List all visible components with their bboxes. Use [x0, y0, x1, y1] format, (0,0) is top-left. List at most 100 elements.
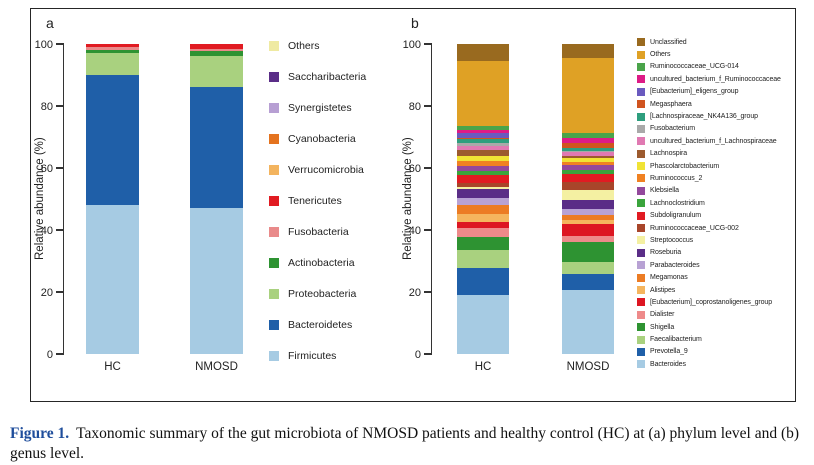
bar-segment — [562, 58, 614, 133]
y-tick-mark — [424, 167, 432, 169]
legend-label: Bacteroides — [650, 360, 686, 368]
legend-label: Tenericutes — [288, 194, 342, 207]
legend-color-chip — [637, 335, 645, 344]
bar-segment — [562, 142, 614, 144]
legend-item: Phascolarctobacterium — [637, 160, 781, 172]
legend-label: Roseburia — [650, 249, 682, 257]
bar-segment — [457, 130, 509, 134]
stacked-bar-nmosd — [190, 44, 243, 354]
legend-item: uncultured_bacterium_f_Lachnospiraceae — [637, 135, 781, 147]
legend-item: [Eubacterium]_coprostanoligenes_group — [637, 296, 781, 308]
bar-segment — [457, 44, 509, 62]
bar-segment — [457, 198, 509, 205]
legend-color-chip — [637, 286, 645, 294]
legend-color-chip — [269, 164, 279, 175]
figure-caption: Figure 1. Taxonomic summary of the gut mi… — [10, 424, 806, 465]
bar-segment — [562, 190, 614, 201]
bar-segment — [457, 249, 509, 269]
legend-label: Unclassified — [650, 38, 687, 46]
stacked-bar-hc — [457, 44, 509, 354]
legend-label: Firmicutes — [288, 349, 337, 362]
legend-item: Synergistetes — [269, 92, 366, 123]
y-tick-label: 60 — [408, 163, 421, 175]
y-tick-label: 100 — [34, 39, 53, 51]
legend-color-chip — [637, 360, 645, 369]
bar-segment — [86, 44, 139, 47]
bar-segment — [562, 209, 614, 215]
legend-color-chip — [637, 236, 645, 245]
legend-color-chip — [637, 199, 645, 208]
category-label-hc: HC — [104, 361, 121, 373]
bar-segment — [562, 274, 614, 291]
legend-color-chip — [269, 288, 279, 299]
bar-segment — [457, 237, 509, 250]
bar-segment — [562, 241, 614, 262]
legend-item: Bacteroides — [637, 358, 781, 370]
genus-chart-y-axis-label: Relative abundance (%) — [402, 137, 414, 261]
y-tick-label: 40 — [40, 225, 53, 237]
phylum-stacked-bar-chart: 0 20 40 60 80 100 HC NMOSD — [35, 39, 264, 373]
bar-segment — [457, 227, 509, 238]
y-tick-label: 0 — [414, 349, 421, 361]
y-tick-mark — [56, 105, 64, 107]
y-tick-mark — [56, 229, 64, 231]
legend-label: Lachnoclostridium — [650, 199, 705, 207]
y-tick-mark — [424, 229, 432, 231]
phylum-chart-y-axis-label: Relative abundance (%) — [34, 137, 46, 261]
bar-segment — [457, 221, 509, 228]
y-tick-label: 0 — [46, 349, 53, 361]
bar-segment — [190, 50, 243, 57]
bar-segment — [562, 157, 614, 162]
legend-color-chip — [637, 149, 645, 158]
bar-segment — [562, 143, 614, 149]
bar-segment — [562, 152, 614, 157]
legend-label: Bacteroidetes — [288, 318, 353, 331]
legend-item: [Eubacterium]_eligens_group — [637, 86, 781, 98]
legend-item: Verrucomicrobia — [269, 154, 366, 185]
y-tick-mark — [56, 353, 64, 355]
legend-label: Klebsiella — [650, 187, 679, 195]
legend-color-chip — [637, 38, 645, 47]
legend-item: Ruminococcus_2 — [637, 172, 781, 184]
legend-item: Lachnospira — [637, 148, 781, 160]
bar-segment — [457, 187, 509, 190]
legend-label: Saccharibacteria — [288, 70, 367, 83]
stacked-bar-nmosd — [562, 44, 614, 354]
bar-segment — [457, 189, 509, 199]
bar-segment — [457, 138, 509, 140]
genus-legend: Unclassified Others Ruminococcaceae_UCG-01… — [637, 36, 781, 371]
legend-color-chip — [637, 50, 645, 59]
legend-item: Subdoligranulum — [637, 209, 781, 221]
legend-label: Verrucomicrobia — [288, 163, 364, 176]
bar-segment — [562, 156, 614, 158]
y-tick-label: 100 — [402, 39, 421, 51]
legend-label: Faecalibacterium — [650, 336, 702, 344]
bar-segment — [86, 53, 139, 76]
legend-label: Subdoligranulum — [650, 212, 702, 220]
y-tick-mark — [424, 353, 432, 355]
legend-color-chip — [637, 124, 645, 133]
legend-item: Actinobacteria — [269, 247, 366, 278]
bar-segment — [562, 132, 614, 138]
bar-segment — [457, 204, 509, 214]
bar-segment — [562, 235, 614, 242]
bar-segment — [457, 171, 509, 176]
legend-color-chip — [637, 87, 645, 96]
legend-label: Streptococcus — [650, 236, 694, 244]
legend-label: Shigella — [650, 323, 675, 331]
bar-segment — [190, 44, 243, 49]
figure-caption-number: Figure 1. — [10, 425, 70, 442]
legend-color-chip — [269, 257, 279, 268]
legend-color-chip — [637, 310, 645, 319]
bar-segment — [457, 156, 509, 162]
legend-color-chip — [637, 211, 645, 220]
bar-segment — [562, 200, 614, 210]
bar-segment — [562, 170, 614, 175]
y-tick-label: 60 — [40, 163, 53, 175]
y-tick-mark — [56, 43, 64, 45]
legend-label: [Lachnospiraceae_NK4A136_group — [650, 113, 758, 121]
legend-label: Proteobacteria — [288, 287, 357, 300]
legend-color-chip — [269, 133, 279, 144]
bar-segment — [562, 174, 614, 183]
legend-item: Saccharibacteria — [269, 61, 366, 92]
